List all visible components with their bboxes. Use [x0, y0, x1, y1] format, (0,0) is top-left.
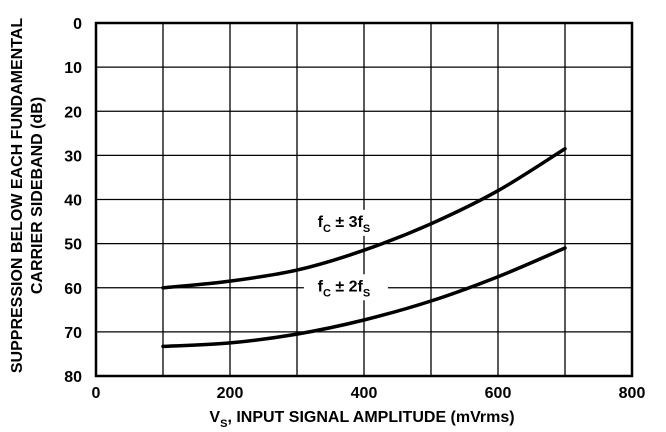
y-tick-label: 50 — [64, 237, 82, 254]
y-tick-label: 80 — [64, 369, 82, 386]
y-axis-label-line2: CARRIER SIDEBAND (dB) — [29, 97, 46, 294]
series-line-2 — [161, 246, 567, 349]
x-axis-label-main: V — [209, 409, 220, 426]
x-tick-label: 600 — [485, 385, 512, 402]
grid — [96, 23, 632, 376]
series-label-sub: S — [363, 287, 370, 299]
y-axis-label-line1: SUPPRESSION BELOW EACH FUNDAMENTAL — [9, 18, 26, 373]
series-line-1 — [161, 147, 567, 290]
series-label-bg — [303, 274, 388, 301]
plot-frame — [94, 21, 634, 378]
x-axis-label-sub: S — [220, 418, 227, 430]
x-tick-labels: 0 200 400 600 800 — [92, 385, 646, 402]
y-tick-label: 10 — [64, 60, 82, 77]
series-label-main: f — [318, 214, 324, 231]
x-tick-label: 200 — [217, 385, 244, 402]
y-axis-label: SUPPRESSION BELOW EACH FUNDAMENTAL CARRI… — [9, 18, 46, 373]
series-label-2: fC ± 2fS — [318, 278, 371, 299]
x-axis-label: VS, INPUT SIGNAL AMPLITUDE (mVrms) — [209, 409, 514, 430]
x-tick-label: 800 — [619, 385, 646, 402]
y-tick-label: 70 — [64, 325, 82, 342]
y-tick-labels: 0 10 20 30 40 50 60 70 80 — [64, 16, 82, 386]
y-tick-label: 30 — [64, 148, 82, 165]
series-label-sub: C — [323, 223, 331, 235]
x-tick-label: 0 — [92, 385, 101, 402]
series-label-mid: ± 3f — [331, 214, 364, 231]
series-label-1: fC ± 3fS — [318, 214, 371, 235]
curves — [161, 147, 567, 349]
series-label-bg — [303, 209, 388, 236]
y-tick-label: 40 — [64, 193, 82, 210]
y-tick-label: 0 — [73, 16, 82, 33]
series-label-sub: S — [363, 223, 370, 235]
x-axis-label-rest: , INPUT SIGNAL AMPLITUDE (mVrms) — [227, 409, 514, 426]
series-label-main: f — [318, 278, 324, 295]
series-label-mid: ± 2f — [331, 278, 364, 295]
series-label-sub: C — [323, 287, 331, 299]
y-tick-label: 20 — [64, 104, 82, 121]
y-tick-label: 60 — [64, 281, 82, 298]
x-tick-label: 400 — [351, 385, 378, 402]
